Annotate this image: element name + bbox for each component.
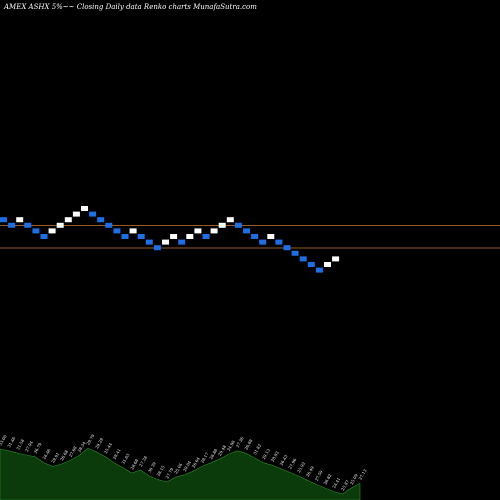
down-brick-12 <box>97 217 105 223</box>
up-brick-28 <box>226 217 234 223</box>
volume-label-27: 27.36 <box>235 436 245 449</box>
up-brick-26 <box>210 228 218 234</box>
volume-label-5: 24.46 <box>41 447 51 460</box>
down-brick-35 <box>283 245 291 251</box>
down-brick-39 <box>315 267 323 273</box>
volume-label-39: 25.87 <box>340 479 350 492</box>
volume-label-6: 29.01 <box>50 451 60 463</box>
volume-label-28: 26.88 <box>243 438 253 451</box>
volume-label-3: 27.94 <box>24 440 34 453</box>
volume-label-35: 26.49 <box>305 465 315 478</box>
down-brick-15 <box>121 234 129 239</box>
down-brick-22 <box>178 239 186 245</box>
down-brick-34 <box>275 239 283 245</box>
volume-area <box>0 448 361 500</box>
up-brick-6 <box>48 228 56 234</box>
volume-label-29: 31.82 <box>252 443 262 456</box>
volume-label-7: 26.68 <box>59 449 69 462</box>
down-brick-32 <box>259 239 267 245</box>
volume-label-12: 25.44 <box>103 442 113 455</box>
down-brick-14 <box>113 228 121 234</box>
up-brick-33 <box>267 234 275 239</box>
up-brick-24 <box>194 228 202 234</box>
volume-label-16: 27.38 <box>138 455 148 468</box>
volume-label-14: 31.63 <box>120 452 130 465</box>
volume-label-22: 26.64 <box>191 456 201 469</box>
volume-label-36: 27.59 <box>314 469 324 482</box>
volume-label-25: 29.48 <box>217 444 227 457</box>
down-brick-4 <box>32 228 40 234</box>
volume-label-11: 29.29 <box>94 437 104 450</box>
down-brick-30 <box>243 228 250 234</box>
volume-label-38: 24.41 <box>331 477 341 489</box>
volume-label-40: 25.09 <box>349 473 359 486</box>
volume-label-32: 26.43 <box>279 454 289 467</box>
down-brick-19 <box>153 245 161 251</box>
volume-label-31: 28.83 <box>270 450 280 463</box>
volume-label-24: 28.88 <box>208 447 218 460</box>
volume-label-13: 28.41 <box>112 448 122 460</box>
volume-label-30: 29.13 <box>261 447 271 460</box>
volume-label-23: 28.17 <box>200 451 210 464</box>
volume-label-9: 28.34 <box>77 440 87 453</box>
up-brick-8 <box>64 217 72 223</box>
down-brick-1 <box>8 222 16 228</box>
volume-label-17: 30.39 <box>147 461 157 474</box>
volume-label-15: 28.68 <box>129 458 139 471</box>
volume-label-2: 31.58 <box>15 438 25 451</box>
down-brick-3 <box>24 222 32 228</box>
up-brick-41 <box>332 256 340 262</box>
volume-label-19: 27.79 <box>164 467 174 480</box>
up-brick-27 <box>218 222 226 228</box>
volume-label-37: 26.82 <box>322 473 332 486</box>
volume-label-41: 27.13 <box>358 468 368 481</box>
down-brick-25 <box>202 234 210 239</box>
volume-label-34: 25.92 <box>296 461 306 474</box>
up-brick-10 <box>81 206 88 211</box>
up-brick-40 <box>324 262 331 267</box>
volume-label-20: 25.04 <box>173 462 183 475</box>
volume-label-1: 31.46 <box>6 436 16 449</box>
down-brick-31 <box>251 234 259 239</box>
volume-label-26: 24.98 <box>226 439 236 452</box>
volume-label-10: 29.79 <box>85 433 95 446</box>
down-brick-0 <box>0 217 7 223</box>
down-brick-36 <box>291 250 299 256</box>
up-brick-7 <box>56 222 64 228</box>
chart-title: AMEX ASHX 5%~~ Closing Daily data Renko … <box>3 3 257 11</box>
down-brick-17 <box>137 234 145 239</box>
volume-label-18: 28.15 <box>156 464 166 477</box>
up-brick-16 <box>129 228 137 234</box>
down-brick-18 <box>145 239 153 245</box>
down-brick-38 <box>307 262 315 267</box>
volume-label-8: 27.68 <box>68 445 78 458</box>
up-brick-21 <box>170 234 178 239</box>
down-brick-11 <box>89 211 97 217</box>
down-brick-29 <box>234 222 242 228</box>
down-brick-13 <box>105 222 113 228</box>
up-brick-9 <box>72 211 80 217</box>
volume-label-0: 33.00 <box>0 434 8 447</box>
up-brick-23 <box>186 234 194 239</box>
up-brick-2 <box>16 217 24 223</box>
down-brick-5 <box>40 234 48 239</box>
up-brick-20 <box>162 239 169 245</box>
volume-label-21: 29.04 <box>182 459 192 472</box>
volume-label-33: 27.96 <box>287 457 297 470</box>
volume-label-4: 26.79 <box>33 441 43 454</box>
down-brick-37 <box>299 256 307 262</box>
